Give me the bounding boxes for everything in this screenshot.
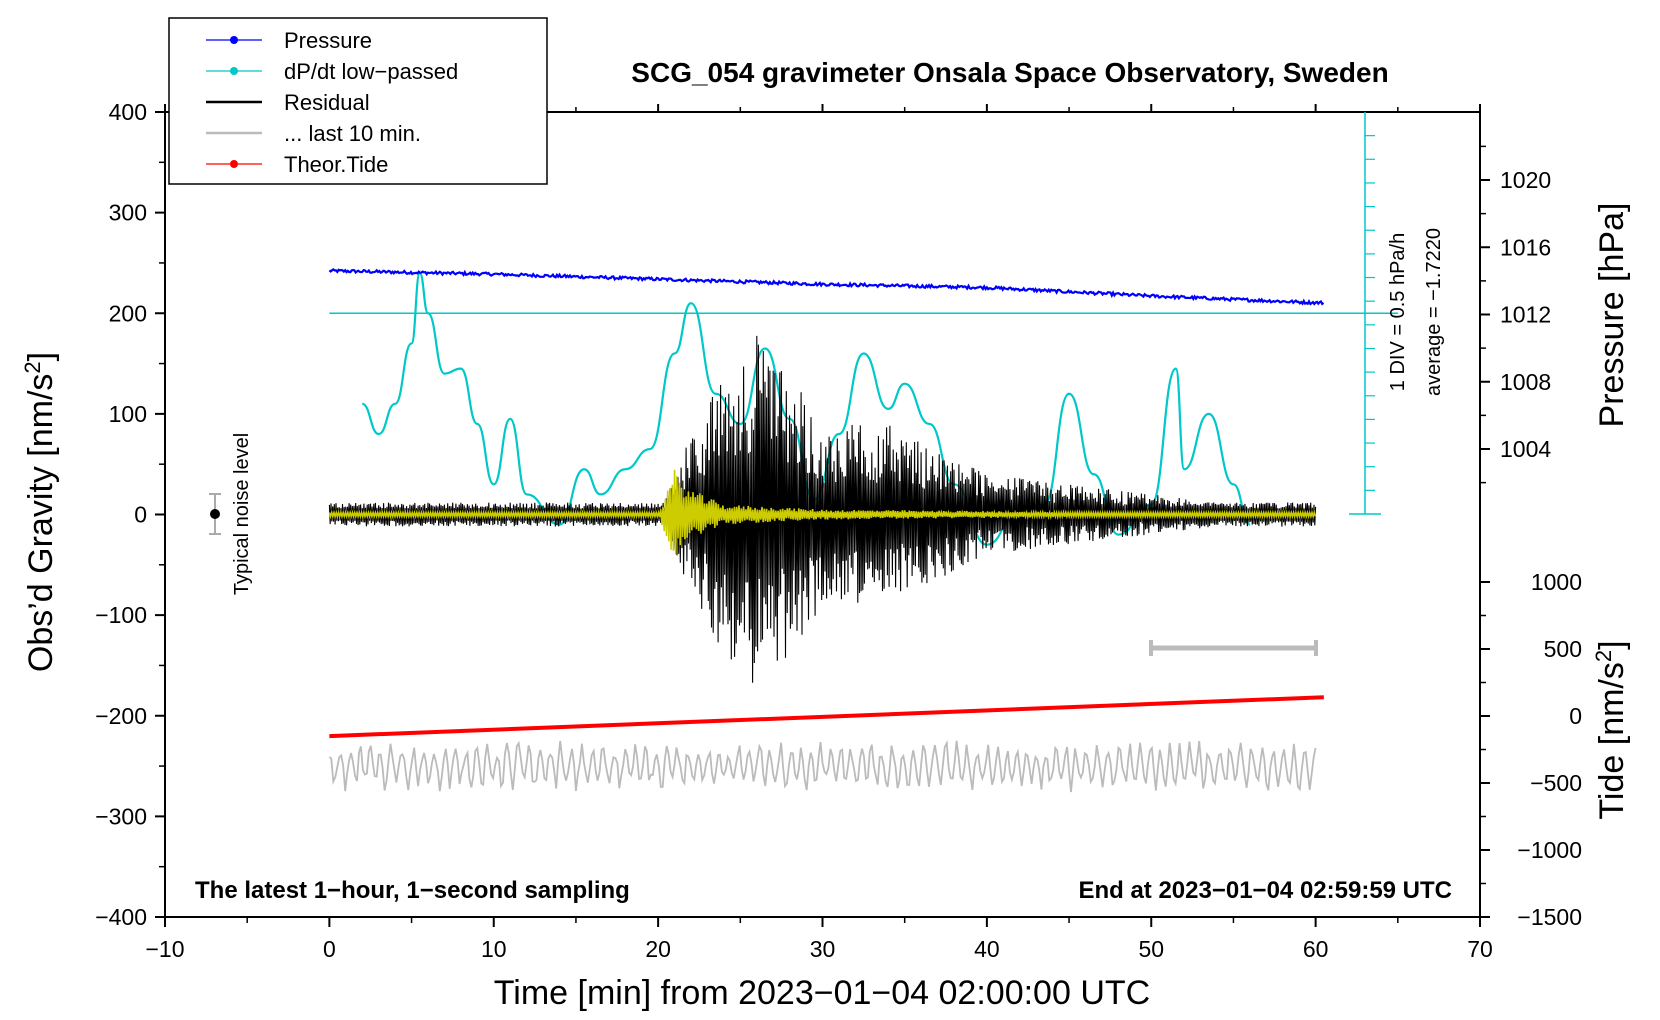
x-tick-label: 50	[1138, 936, 1164, 962]
tide-tick-label: 0	[1569, 703, 1582, 729]
residual-lowpass-line	[328, 469, 1317, 555]
legend-label: dP/dt low−passed	[284, 59, 458, 84]
x-tick-label: 0	[323, 936, 336, 962]
legend-label: Residual	[284, 90, 370, 115]
x-tick-label: 10	[481, 936, 507, 962]
pressure-tick-label: 1016	[1500, 234, 1551, 260]
pressure-axis-title: Pressure [hPa]	[1593, 203, 1631, 428]
tide-tick-label: 500	[1544, 636, 1582, 662]
dpdt-scale-label: 1 DIV = 0.5 hPa/h	[1387, 233, 1409, 391]
x-tick-label: 20	[645, 936, 671, 962]
end-time-note: End at 2023−01−04 02:59:59 UTC	[1078, 877, 1452, 904]
sampling-note: The latest 1−hour, 1−second sampling	[195, 877, 630, 904]
tide-axis-title: Tide [nm/s2]	[1591, 640, 1632, 819]
y-tick-label: 300	[109, 200, 147, 226]
x-tick-label: 30	[810, 936, 836, 962]
residual-series-line	[328, 335, 1317, 683]
last-10-min-series-line	[328, 739, 1317, 793]
dpdt-series-line	[361, 271, 1251, 546]
tide-tick-label: 1000	[1531, 569, 1582, 595]
pressure-tick-label: 1020	[1500, 167, 1551, 193]
x-tick-label: 60	[1303, 936, 1329, 962]
pressure-tick-label: 1012	[1500, 302, 1551, 328]
dpdt-scale-ruler	[1349, 112, 1381, 515]
noise-level-label: Typical noise level	[231, 433, 253, 595]
legend-label: ... last 10 min.	[284, 121, 421, 146]
tide-series-line	[329, 695, 1324, 739]
legend-label: Pressure	[284, 28, 372, 53]
y-tick-label: −400	[95, 904, 147, 930]
x-tick-label: 70	[1467, 936, 1493, 962]
x-axis-title: Time [min] from 2023−01−04 02:00:00 UTC	[494, 974, 1150, 1012]
axis-ticks: −10 0 10 20 30 40 50 60 704003002001000−100−200−…	[95, 99, 1582, 962]
noise-dot	[210, 509, 220, 519]
legend-marker	[230, 36, 238, 44]
y-tick-label: −200	[95, 703, 147, 729]
legend: Pressure dP/dt low−passed Residual ... last…	[168, 17, 548, 185]
pressure-tick-label: 1008	[1500, 369, 1551, 395]
tide-tick-label: −1000	[1517, 837, 1582, 863]
y-tick-label: −300	[95, 803, 147, 829]
legend-marker	[230, 67, 238, 75]
y-tick-label: −100	[95, 602, 147, 628]
chart-title: SCG_054 gravimeter Onsala Space Observat…	[631, 57, 1388, 88]
legend-marker	[230, 160, 238, 168]
dpdt-average-label: average = −1.7220	[1423, 228, 1445, 396]
last-10-min-bracket	[1149, 640, 1318, 656]
data-series	[328, 268, 1398, 793]
y-axis-title: Obs’d Gravity [nm/s2]	[20, 352, 61, 672]
tide-tick-label: −1500	[1517, 904, 1582, 930]
x-tick-label: −10	[145, 936, 184, 962]
legend-label: Theor.Tide	[284, 152, 388, 177]
tide-tick-label: −500	[1530, 770, 1582, 796]
y-tick-label: 400	[109, 99, 147, 125]
noise-level-indicator	[209, 493, 221, 535]
x-tick-label: 40	[974, 936, 1000, 962]
y-tick-label: 0	[134, 502, 147, 528]
pressure-tick-label: 1004	[1500, 436, 1551, 462]
y-tick-label: 200	[109, 300, 147, 326]
y-tick-label: 100	[109, 401, 147, 427]
pressure-series-line	[328, 268, 1325, 306]
